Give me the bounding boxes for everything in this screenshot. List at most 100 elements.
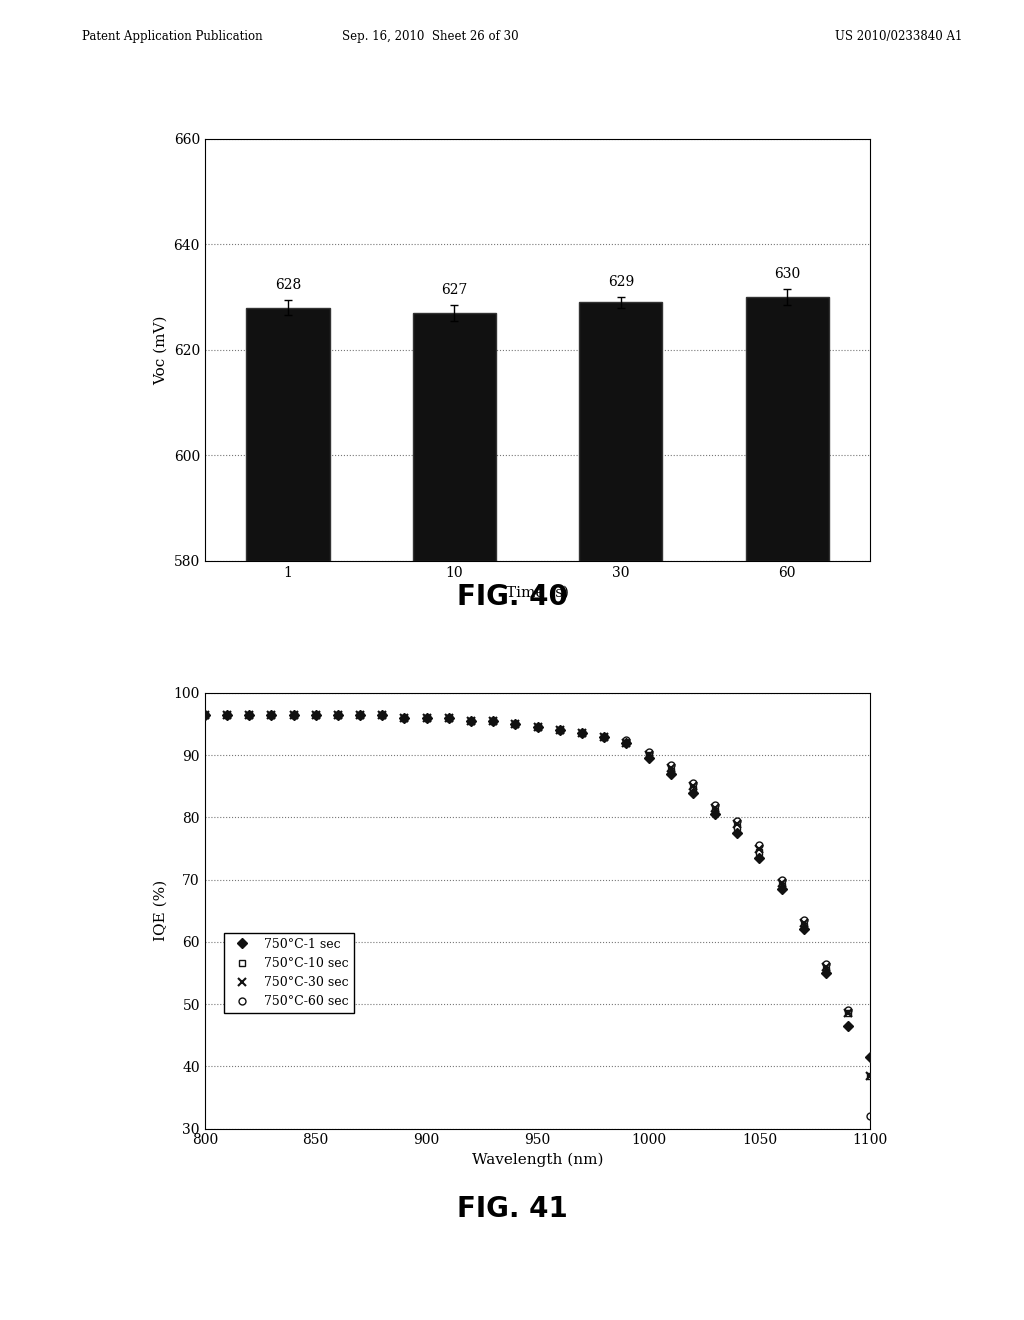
750°C-60 sec — [465, 713, 477, 729]
750°C-1 sec — [621, 735, 633, 751]
Line: 750°C-60 sec: 750°C-60 sec — [202, 711, 873, 1119]
750°C-30 sec — [665, 760, 677, 776]
750°C-10 sec — [864, 1068, 877, 1084]
750°C-1 sec — [199, 708, 211, 723]
750°C-30 sec — [243, 708, 255, 723]
750°C-10 sec — [309, 708, 322, 723]
750°C-30 sec — [864, 1068, 877, 1084]
750°C-60 sec — [442, 710, 455, 726]
750°C-1 sec — [731, 825, 743, 841]
750°C-60 sec — [554, 722, 566, 738]
750°C-1 sec — [442, 710, 455, 726]
Y-axis label: IQE (%): IQE (%) — [154, 880, 168, 941]
750°C-1 sec — [798, 921, 810, 937]
Text: FIG. 41: FIG. 41 — [457, 1195, 567, 1222]
750°C-10 sec — [421, 710, 433, 726]
750°C-10 sec — [754, 843, 766, 859]
750°C-10 sec — [288, 708, 300, 723]
750°C-30 sec — [687, 779, 699, 795]
750°C-10 sec — [598, 729, 610, 744]
Line: 750°C-1 sec: 750°C-1 sec — [202, 711, 873, 1060]
750°C-30 sec — [398, 710, 411, 726]
Text: US 2010/0233840 A1: US 2010/0233840 A1 — [836, 30, 963, 44]
750°C-30 sec — [487, 713, 500, 729]
750°C-10 sec — [509, 717, 521, 733]
750°C-10 sec — [687, 781, 699, 797]
750°C-10 sec — [199, 708, 211, 723]
750°C-60 sec — [709, 797, 721, 813]
750°C-30 sec — [509, 717, 521, 733]
750°C-10 sec — [376, 708, 388, 723]
Text: Patent Application Publication: Patent Application Publication — [82, 30, 262, 44]
750°C-60 sec — [731, 813, 743, 829]
750°C-10 sec — [642, 747, 654, 763]
750°C-30 sec — [842, 1006, 854, 1022]
750°C-1 sec — [575, 726, 588, 742]
750°C-30 sec — [354, 708, 367, 723]
Bar — [413, 313, 496, 561]
750°C-1 sec — [598, 729, 610, 744]
Legend: 750°C-1 sec, 750°C-10 sec, 750°C-30 sec, 750°C-60 sec: 750°C-1 sec, 750°C-10 sec, 750°C-30 sec,… — [224, 933, 354, 1014]
750°C-1 sec — [820, 965, 833, 981]
750°C-10 sec — [487, 713, 500, 729]
750°C-1 sec — [754, 850, 766, 866]
750°C-10 sec — [709, 804, 721, 820]
Text: Sep. 16, 2010  Sheet 26 of 30: Sep. 16, 2010 Sheet 26 of 30 — [342, 30, 518, 44]
750°C-10 sec — [354, 708, 367, 723]
750°C-60 sec — [820, 956, 833, 972]
750°C-10 sec — [265, 708, 278, 723]
750°C-30 sec — [265, 708, 278, 723]
Line: 750°C-30 sec: 750°C-30 sec — [201, 710, 874, 1080]
750°C-60 sec — [376, 708, 388, 723]
750°C-1 sec — [709, 807, 721, 822]
750°C-60 sec — [665, 756, 677, 772]
750°C-60 sec — [199, 708, 211, 723]
750°C-30 sec — [332, 708, 344, 723]
Bar — [247, 308, 330, 561]
750°C-10 sec — [465, 713, 477, 729]
Bar — [745, 297, 828, 561]
750°C-1 sec — [376, 708, 388, 723]
750°C-30 sec — [820, 958, 833, 974]
750°C-10 sec — [798, 919, 810, 935]
750°C-30 sec — [731, 816, 743, 832]
750°C-1 sec — [265, 708, 278, 723]
Line: 750°C-10 sec: 750°C-10 sec — [202, 711, 873, 1080]
750°C-60 sec — [221, 708, 233, 723]
750°C-30 sec — [798, 915, 810, 931]
750°C-10 sec — [531, 719, 544, 735]
750°C-60 sec — [309, 708, 322, 723]
750°C-10 sec — [221, 708, 233, 723]
750°C-30 sec — [309, 708, 322, 723]
750°C-30 sec — [442, 710, 455, 726]
750°C-60 sec — [332, 708, 344, 723]
750°C-1 sec — [221, 708, 233, 723]
750°C-1 sec — [687, 784, 699, 800]
X-axis label: Wavelength (nm): Wavelength (nm) — [472, 1152, 603, 1167]
750°C-1 sec — [531, 719, 544, 735]
750°C-10 sec — [398, 710, 411, 726]
750°C-10 sec — [554, 722, 566, 738]
750°C-60 sec — [487, 713, 500, 729]
750°C-60 sec — [775, 871, 787, 887]
750°C-60 sec — [243, 708, 255, 723]
750°C-10 sec — [665, 763, 677, 779]
750°C-60 sec — [421, 710, 433, 726]
750°C-30 sec — [376, 708, 388, 723]
750°C-60 sec — [509, 717, 521, 733]
750°C-1 sec — [842, 1018, 854, 1034]
750°C-1 sec — [332, 708, 344, 723]
750°C-60 sec — [575, 726, 588, 742]
750°C-30 sec — [421, 710, 433, 726]
750°C-30 sec — [621, 735, 633, 751]
750°C-30 sec — [531, 719, 544, 735]
750°C-1 sec — [465, 713, 477, 729]
750°C-10 sec — [442, 710, 455, 726]
Text: 629: 629 — [607, 275, 634, 289]
Text: 630: 630 — [774, 267, 801, 281]
750°C-10 sec — [775, 878, 787, 894]
Text: 628: 628 — [274, 277, 301, 292]
750°C-30 sec — [554, 722, 566, 738]
750°C-1 sec — [354, 708, 367, 723]
750°C-60 sec — [398, 710, 411, 726]
